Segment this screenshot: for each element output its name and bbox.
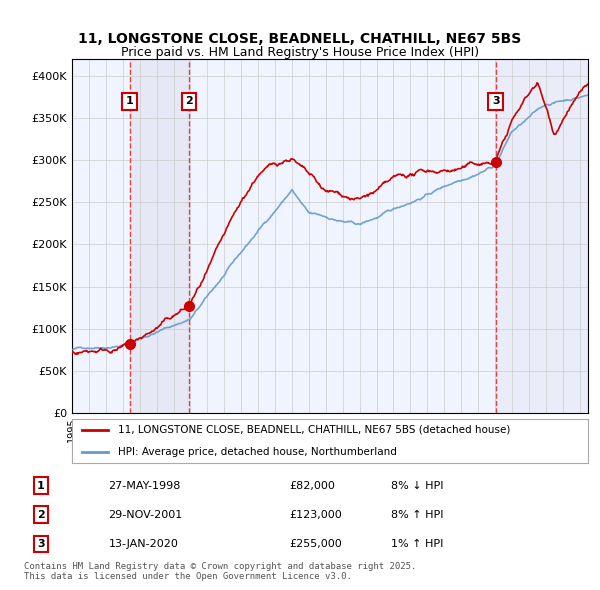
Text: Price paid vs. HM Land Registry's House Price Index (HPI): Price paid vs. HM Land Registry's House … — [121, 46, 479, 59]
Text: 13-JAN-2020: 13-JAN-2020 — [109, 539, 178, 549]
Text: £123,000: £123,000 — [289, 510, 342, 520]
Text: 1: 1 — [37, 480, 45, 490]
Text: 2: 2 — [185, 97, 193, 106]
Text: 2: 2 — [37, 510, 45, 520]
Text: 3: 3 — [37, 539, 45, 549]
Bar — [496, 59, 588, 413]
Text: HPI: Average price, detached house, Northumberland: HPI: Average price, detached house, Nort… — [118, 447, 397, 457]
Text: 8% ↓ HPI: 8% ↓ HPI — [391, 480, 443, 490]
Text: 8% ↑ HPI: 8% ↑ HPI — [391, 510, 443, 520]
Text: 1% ↑ HPI: 1% ↑ HPI — [391, 539, 443, 549]
Text: 11, LONGSTONE CLOSE, BEADNELL, CHATHILL, NE67 5BS (detached house): 11, LONGSTONE CLOSE, BEADNELL, CHATHILL,… — [118, 425, 511, 435]
Text: Contains HM Land Registry data © Crown copyright and database right 2025.
This d: Contains HM Land Registry data © Crown c… — [24, 562, 416, 581]
Text: 29-NOV-2001: 29-NOV-2001 — [109, 510, 183, 520]
Text: 27-MAY-1998: 27-MAY-1998 — [109, 480, 181, 490]
Bar — [130, 59, 189, 413]
Text: 3: 3 — [492, 97, 499, 106]
Text: 11, LONGSTONE CLOSE, BEADNELL, CHATHILL, NE67 5BS: 11, LONGSTONE CLOSE, BEADNELL, CHATHILL,… — [79, 32, 521, 47]
Text: 1: 1 — [126, 97, 134, 106]
Text: £255,000: £255,000 — [289, 539, 342, 549]
Text: £82,000: £82,000 — [289, 480, 335, 490]
